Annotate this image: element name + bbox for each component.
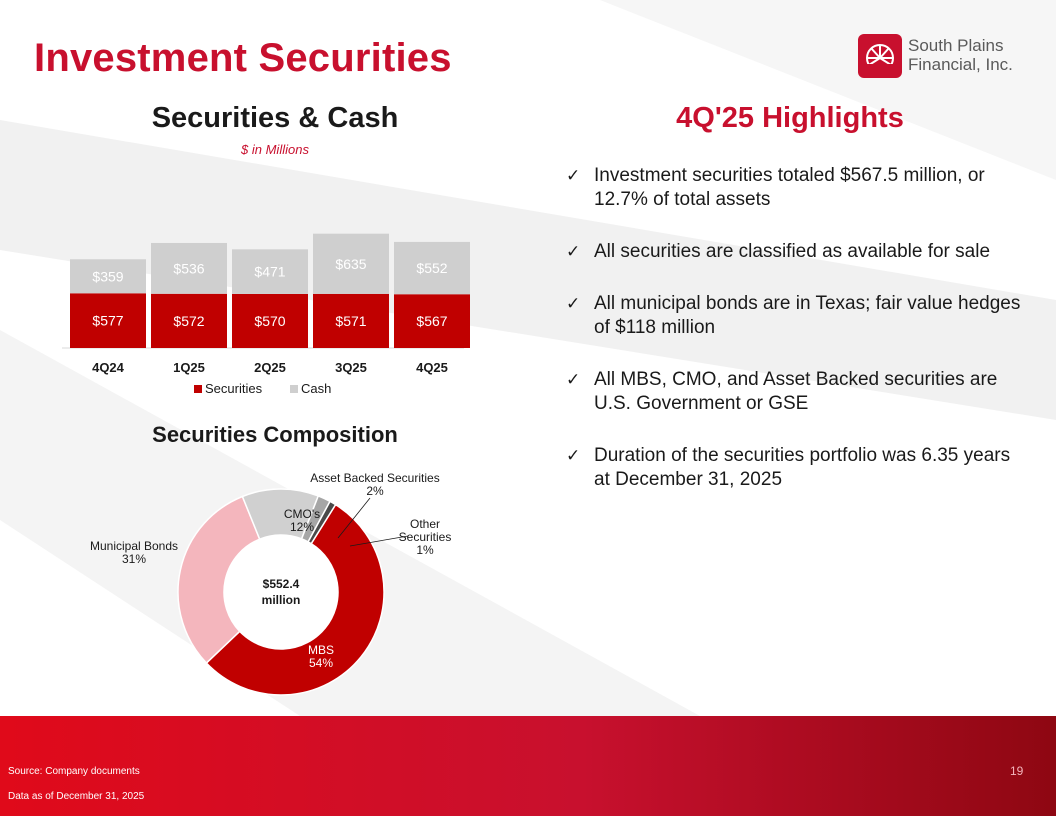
securities-bar-label: $571: [335, 313, 366, 329]
securities-legend-label: Securities: [205, 381, 263, 396]
cash-bar-label: $635: [335, 256, 366, 272]
check-icon: ✓: [566, 242, 581, 261]
bar-chart-title: Securities & Cash: [151, 102, 399, 134]
cash-legend-label: Cash: [301, 381, 331, 396]
highlight-item: ✓ All securities are classified as availa…: [566, 240, 1026, 264]
x-tick-label: 2Q25: [254, 360, 286, 375]
page-title: Investment Securities: [34, 36, 452, 80]
highlight-item: ✓ Duration of the securities portfolio wa…: [566, 444, 1026, 492]
securities-bar-label: $577: [92, 313, 123, 329]
securities-legend-swatch: [194, 385, 202, 393]
highlight-text: All municipal bonds are in Texas; fair v…: [594, 293, 1021, 338]
x-tick-label: 4Q25: [416, 360, 448, 375]
check-icon: ✓: [566, 446, 581, 465]
other-securities-percent: 1%: [416, 543, 434, 557]
highlight-text: All MBS, CMO, and Asset Backed securitie…: [594, 369, 998, 414]
cash-bar: [151, 242, 227, 294]
x-tick-label: 1Q25: [173, 360, 205, 375]
donut-hole: [224, 535, 338, 649]
highlight-text: Investment securities totaled $567.5 mil…: [594, 165, 985, 210]
other-securities-label: Securities: [399, 530, 452, 544]
securities-bar-label: $572: [173, 313, 204, 329]
bar-chart-subtitle: $ in Millions: [241, 142, 309, 157]
donut-center-value: $552.4: [263, 577, 300, 591]
securities-bar: [313, 293, 389, 348]
mbs-label: MBS: [308, 643, 334, 657]
check-icon: ✓: [566, 294, 581, 313]
highlights-title: 4Q'25 Highlights: [676, 102, 904, 134]
footer-as-of: Data as of December 31, 2025: [8, 791, 145, 802]
x-tick-label: 4Q24: [92, 360, 125, 375]
x-tick-label: 3Q25: [335, 360, 367, 375]
asset-backed-securities-percent: 2%: [366, 484, 384, 498]
check-icon: ✓: [566, 370, 581, 389]
asset-backed-securities-label: Asset Backed Securities: [310, 471, 439, 485]
cmos-label: CMO's: [284, 507, 320, 521]
highlight-text: All securities are classified as availab…: [594, 241, 991, 262]
cash-bar-label: $536: [173, 260, 204, 276]
page-number: 19: [1010, 764, 1024, 778]
company-logo: South Plains Financial, Inc.: [858, 32, 1028, 80]
cash-bar-label: $552: [416, 260, 447, 276]
highlight-text: Duration of the securities portfolio was…: [594, 445, 1011, 490]
abs-leader-line: [337, 497, 371, 539]
logo-line-1: South Plains: [908, 36, 1004, 55]
cash-legend-swatch: [290, 385, 298, 393]
cash-bar: [70, 259, 146, 294]
cash-bar: [394, 241, 470, 295]
municipal-bonds-label: Municipal Bonds: [90, 539, 178, 553]
securities-bar: [70, 293, 146, 348]
securities-bar: [151, 293, 227, 348]
highlight-item: ✓ All MBS, CMO, and Asset Backed securiti…: [566, 368, 1026, 416]
cash-bar-label: $471: [254, 264, 285, 280]
check-icon: ✓: [566, 166, 581, 185]
donut-center-unit: million: [262, 593, 301, 607]
highlight-item: ✓ Investment securities totaled $567.5 mi…: [566, 164, 1026, 212]
logo-line-2: Financial, Inc.: [908, 55, 1013, 74]
municipal-bonds-percent: 31%: [122, 552, 146, 566]
highlights-list: ✓ Investment securities totaled $567.5 mi…: [566, 164, 1026, 520]
other-leader-line: [349, 535, 409, 547]
securities-cash-bar-chart: $577 $359 4Q24 $572 $536 1Q25 $570 $471 2Q25 $571…: [62, 233, 470, 396]
securities-bar-label: $567: [416, 313, 447, 329]
cash-bar: [232, 249, 308, 294]
securities-bar: [232, 293, 308, 348]
cash-bar-label: $359: [92, 268, 123, 284]
footer-source: Source: Company documents: [8, 766, 140, 777]
pie-chart-title: Securities Composition: [152, 422, 398, 447]
highlight-item: ✓ All municipal bonds are in Texas; fair …: [566, 292, 1026, 340]
sunburst-logo-icon: [858, 34, 902, 78]
cmos-percent: 12%: [290, 520, 314, 534]
cash-bar: [313, 233, 389, 294]
mbs-percent: 54%: [309, 656, 333, 670]
other-securities-label: Other: [410, 517, 440, 531]
footer-band: [0, 716, 1056, 816]
municipal-bonds-slice: [177, 495, 261, 665]
securities-bar: [394, 294, 470, 348]
securities-bar-label: $570: [254, 313, 285, 329]
